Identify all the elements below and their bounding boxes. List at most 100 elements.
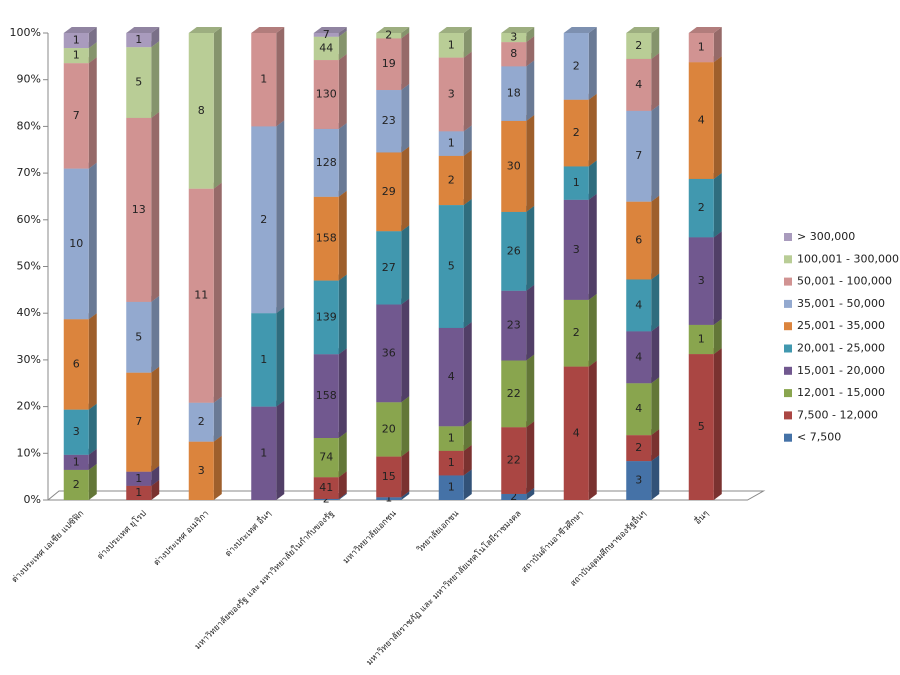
value-label: 4	[635, 402, 642, 415]
bar-stack: 3 2 4 4 4 6 7 4 2	[626, 27, 660, 500]
bar-side	[88, 313, 97, 410]
bar	[313, 354, 339, 438]
bar	[376, 497, 402, 500]
value-label: 7	[635, 149, 642, 162]
bar-side	[276, 27, 285, 127]
bar-side	[338, 348, 347, 438]
bar	[563, 299, 589, 367]
bar-side	[713, 27, 722, 63]
bar-top	[438, 27, 472, 33]
bar-side	[588, 93, 597, 167]
bar-side	[151, 295, 160, 373]
bar-top	[251, 27, 285, 33]
legend-swatch	[784, 255, 792, 264]
y-tick-label: 20%	[17, 400, 41, 413]
bar-side	[338, 190, 347, 281]
value-label: 2	[385, 29, 392, 42]
bar-side	[88, 27, 97, 49]
bar	[126, 47, 152, 118]
value-label: 18	[507, 87, 521, 100]
bar	[376, 456, 402, 498]
value-label: 2	[635, 39, 642, 52]
bar-side	[213, 435, 222, 500]
bar	[688, 354, 714, 500]
bar-side	[526, 354, 535, 428]
x-tick-label: วิทยาลัยเอกชน	[415, 509, 461, 555]
bar	[313, 33, 339, 37]
value-label: 3	[510, 31, 517, 44]
bar-side	[401, 491, 410, 500]
bar	[563, 199, 589, 300]
value-label: 4	[573, 426, 580, 439]
bar	[376, 33, 402, 39]
value-label: 8	[198, 104, 205, 117]
bar-side	[651, 455, 660, 500]
bar-side	[526, 27, 535, 43]
y-tick-label: 10%	[17, 446, 41, 459]
bar	[563, 366, 589, 500]
value-label: 3	[448, 87, 455, 100]
bar	[688, 178, 714, 238]
bar-side	[151, 366, 160, 472]
bar-top	[126, 27, 160, 33]
value-label: 130	[316, 87, 337, 100]
value-label: 1	[448, 481, 455, 494]
bar-side	[151, 27, 160, 48]
y-tick-label: 50%	[17, 260, 41, 273]
bar-side	[526, 114, 535, 212]
bar	[626, 33, 652, 59]
value-label: 1	[448, 432, 455, 445]
y-tick-label: 0%	[24, 493, 41, 506]
bar	[438, 33, 464, 58]
bar	[63, 168, 89, 320]
bar	[188, 441, 214, 500]
y-tick-label: 70%	[17, 166, 41, 179]
value-label: 4	[635, 298, 642, 311]
value-label: 4	[635, 78, 642, 91]
value-label: 1	[448, 456, 455, 469]
bar-side	[526, 60, 535, 121]
bar-side	[713, 56, 722, 179]
value-label: 5	[135, 330, 142, 343]
bar-side	[88, 403, 97, 455]
value-label: 128	[316, 156, 337, 169]
bar	[126, 117, 152, 302]
bar	[438, 155, 464, 206]
bar-side	[401, 146, 410, 232]
value-label: 26	[507, 244, 521, 257]
value-label: 1	[448, 38, 455, 51]
bar	[626, 110, 652, 202]
bar-side	[651, 104, 660, 202]
y-tick-label: 60%	[17, 213, 41, 226]
bar-side	[88, 463, 97, 500]
value-label: 1	[698, 332, 705, 345]
value-label: 3	[698, 274, 705, 287]
bar	[626, 201, 652, 280]
bar	[501, 290, 527, 361]
bar-side	[276, 120, 285, 314]
bar	[626, 383, 652, 436]
value-label: 1	[73, 49, 80, 62]
value-label: 23	[507, 319, 521, 332]
value-label: 15	[382, 470, 396, 483]
value-label: 5	[135, 76, 142, 89]
value-label: 2	[510, 490, 517, 503]
bar-side	[588, 360, 597, 500]
value-label: 5	[698, 420, 705, 433]
value-label: 2	[573, 326, 580, 339]
bar-stack: 5 1 3 2 4 1	[688, 27, 722, 500]
bar	[501, 42, 527, 67]
bar	[251, 33, 277, 127]
bar-side	[588, 27, 597, 100]
bar-side	[526, 36, 535, 67]
value-label: 8	[510, 47, 517, 60]
value-label: 10	[69, 237, 83, 250]
bar-side	[88, 448, 97, 470]
y-tick-label: 80%	[17, 119, 41, 132]
bar-stack: 3 2 11 8	[188, 27, 222, 500]
value-label: 4	[448, 370, 455, 383]
value-label: 41	[319, 481, 333, 494]
bar	[313, 437, 339, 478]
legend-swatch	[784, 299, 792, 308]
bar	[501, 427, 527, 494]
